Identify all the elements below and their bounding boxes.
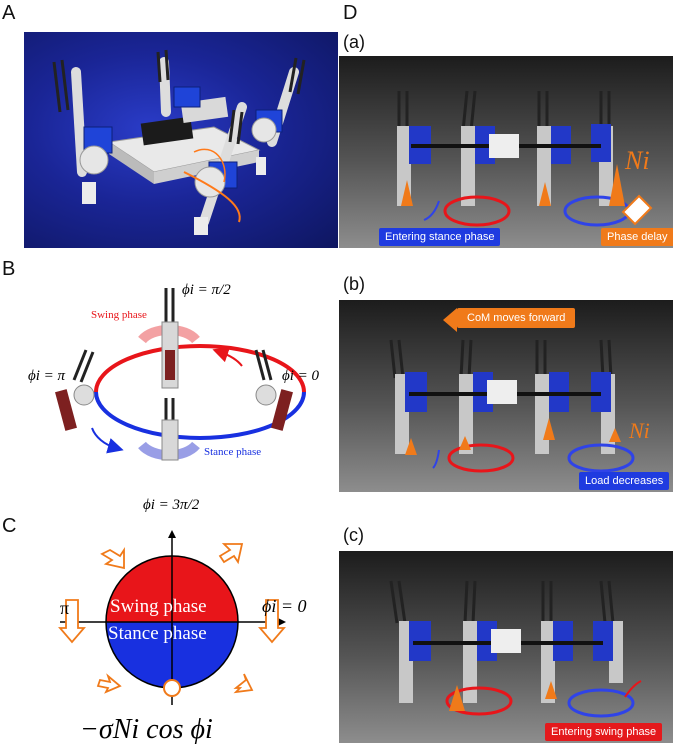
tag-entering-stance: Entering stance phase [379,228,501,246]
sim-frame-c: Entering swing phase [339,551,673,743]
com-arrow-head [443,308,457,332]
leg-left [55,349,95,431]
swing-phase-text: Swing phase [110,596,207,617]
stance-arc [94,391,306,440]
subpanel-a-label: (a) [343,32,365,52]
tag-entering-swing: Entering swing phase [545,723,663,741]
formula: −σNi cos ϕi [80,714,213,745]
robot-photo [24,32,338,248]
leg-bottom [161,398,179,461]
phase-circle-diagram [58,530,286,705]
swing-phase-label: Swing phase [91,309,147,321]
stance-phase-label: Stance phase [204,446,262,458]
banner-com-forward: CoM moves forward [457,308,576,328]
phi-zero-label: ϕi = 0 [262,596,307,616]
force-label-b: Ni [629,418,650,443]
phi-top-label: ϕi = π/2 [182,282,231,298]
pi-label: π [60,598,70,618]
subpanel-c-label: (c) [343,525,364,545]
phi-right-label: ϕi = 0 [282,368,320,384]
panel-d-label: D [343,2,358,24]
tag-phase-delay: Phase delay [601,228,673,246]
panel-c-label: C [2,515,17,537]
tag-load-decreases: Load decreases [579,472,670,490]
leg-right [254,349,293,431]
panel-b-label: B [2,258,16,280]
phi-left-label: ϕi = π [28,368,66,384]
subpanel-b-label: (b) [343,274,365,294]
sim-frame-a: Ni Entering stance phase Phase delay [339,56,673,248]
force-label-a: Ni [625,146,650,175]
phi-bottom-label: ϕi = 3π/2 [143,497,200,513]
swing-arc [94,344,306,393]
stance-phase-text: Stance phase [108,623,207,644]
sim-frame-b: CoM moves forward Ni Load decreases [339,300,673,492]
phase-cycle-diagram [55,288,306,461]
panel-a-label: A [2,2,16,24]
robot-illustration [52,49,306,235]
leg-top [161,288,179,389]
